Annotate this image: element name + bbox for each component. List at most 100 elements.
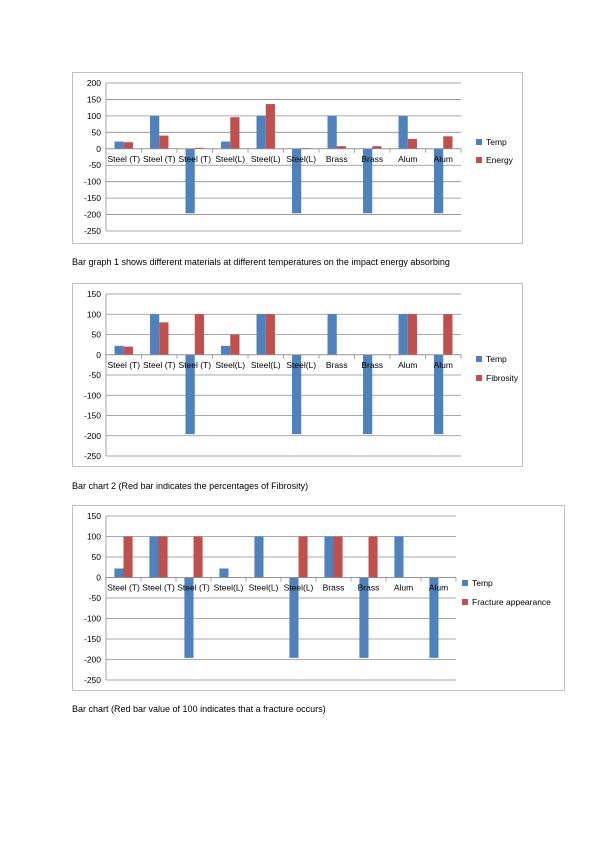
bar-fibrosity [265,314,275,355]
chart-1: 200 150 100 50 0 -50 -100 -150 -200 -250 Steel (T)… [72,72,523,244]
bar-temp [149,536,159,578]
y-tick-label: 100 [87,309,101,319]
legend-label: Temp [486,354,507,364]
x-tick-label: Steel (T) [107,583,140,593]
chart-2: 150 100 50 0 -50 -100 -150 -200 -250 Steel (T) Ste… [72,283,523,467]
y-tick-label: -150 [84,193,101,203]
x-tick-label: Steel(L) [215,360,245,370]
bar-temp [363,148,373,214]
x-tick-label: Steel(L) [215,154,245,164]
y-tick-label: -200 [84,210,101,220]
bar-temp [434,354,444,435]
x-tick-label: Steel(L) [251,360,281,370]
x-tick-label: Steel (T) [177,583,210,593]
x-tick-label: Steel(L) [251,154,281,164]
x-tick-label: Brass [326,154,348,164]
x-tick-label: Steel (T) [178,154,211,164]
y-tick-label: -150 [84,634,101,644]
bar-fibrosity [159,322,169,355]
y-tick-label: -200 [84,655,101,665]
x-tick-label: Steel (T) [143,360,176,370]
y-tick-label: 0 [96,350,101,360]
y-tick-label: 150 [87,94,101,104]
bar-temp [429,577,439,658]
bar-fibrosity [123,346,133,355]
chart-2-caption: Bar chart 2 (Red bar indicates the perce… [72,481,309,491]
x-tick-label: Steel(L) [284,583,314,593]
y-tick-label: 150 [87,511,101,521]
y-tick-label: 50 [92,330,102,340]
bar-temp [398,115,408,149]
legend-swatch [476,356,482,362]
bar-temp [185,354,195,435]
y-tick-label: -250 [84,675,101,685]
x-tick-label: Alum [398,154,417,164]
bar-temp [292,354,302,435]
y-tick-label: 200 [87,78,101,88]
x-tick-label: Brass [358,583,380,593]
bar-fracture-appearance [123,536,133,578]
x-tick-label: Steel (T) [107,154,140,164]
chart-3: 150 100 50 0 -50 -100 -150 -200 -250 Steel (T) Ste… [72,505,565,691]
x-tick-label: Steel (T) [107,360,140,370]
bar-temp [327,115,337,149]
legend-swatch [462,580,468,586]
x-tick-label: Brass [361,360,383,370]
x-tick-label: Steel(L) [214,583,244,593]
legend-label: Energy [486,155,514,165]
y-tick-label: -250 [84,451,101,461]
x-tick-label: Alum [398,360,417,370]
bar-temp [184,577,194,658]
y-tick-label: 50 [92,127,102,137]
bar-temp [324,536,334,578]
legend-label: Fibrosity [486,373,519,383]
bar-temp [256,115,266,149]
x-tick-label: Alum [394,583,413,593]
bar-energy [407,138,417,149]
x-tick-label: Steel(L) [249,583,279,593]
legend-swatch [476,375,482,381]
bar-energy [230,117,240,149]
y-tick-label: -100 [84,177,101,187]
legend-swatch [462,599,468,605]
x-tick-label: Steel (T) [178,360,211,370]
y-tick-label: 100 [87,111,101,121]
bar-temp [254,536,264,578]
bar-temp [114,568,124,578]
y-tick-label: -50 [89,370,102,380]
bar-energy [372,146,382,149]
x-tick-label: Steel (T) [142,583,175,593]
bar-temp [292,148,302,214]
bar-energy [194,147,204,149]
x-tick-label: Steel(L) [286,360,316,370]
bar-temp [289,577,299,658]
x-tick-label: Brass [361,154,383,164]
y-tick-label: 100 [87,532,101,542]
bar-temp [394,536,404,578]
y-tick-label: -250 [84,226,101,236]
y-tick-label: 0 [96,144,101,154]
bar-temp [359,577,369,658]
y-tick-label: 0 [96,573,101,583]
bar-fibrosity [443,314,453,355]
bar-temp [114,141,124,149]
bar-temp [114,345,124,355]
legend-swatch [476,157,482,163]
bar-fracture-appearance [368,536,378,578]
y-tick-label: 50 [92,552,102,562]
y-tick-label: -100 [84,614,101,624]
bar-temp [221,345,231,355]
chart-1-svg: 200 150 100 50 0 -50 -100 -150 -200 -250 Steel (T)… [84,78,514,236]
x-tick-label: Steel(L) [286,154,316,164]
bar-fibrosity [407,314,417,355]
bar-temp [221,141,231,149]
bar-temp [256,314,266,355]
legend-label: Temp [472,578,493,588]
bar-fibrosity [230,334,240,355]
x-tick-label: Alum [429,583,448,593]
y-tick-label: -200 [84,431,101,441]
x-tick-label: Brass [326,360,348,370]
bar-temp [327,314,337,355]
